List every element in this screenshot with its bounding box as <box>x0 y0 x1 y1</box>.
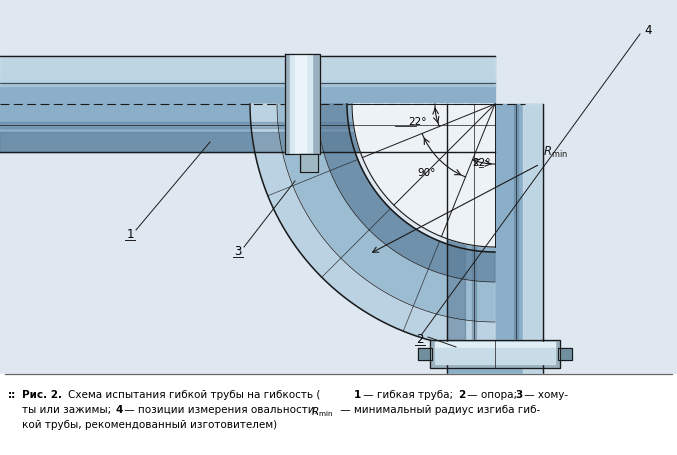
Polygon shape <box>0 374 677 455</box>
Text: $R_{\rm min}$: $R_{\rm min}$ <box>311 404 333 418</box>
Text: кой трубы, рекомендованный изготовителем): кой трубы, рекомендованный изготовителем… <box>22 419 277 429</box>
Text: 22°: 22° <box>408 116 427 126</box>
Text: Схема испытания гибкой трубы на гибкость (: Схема испытания гибкой трубы на гибкость… <box>68 389 320 399</box>
Text: 4: 4 <box>115 404 123 414</box>
Text: 2: 2 <box>416 333 424 346</box>
Polygon shape <box>435 342 555 348</box>
Text: — гибкая труба;: — гибкая труба; <box>360 389 456 399</box>
Text: 22°: 22° <box>472 157 491 167</box>
Text: 90°: 90° <box>418 168 436 178</box>
Text: ::: :: <box>8 389 16 399</box>
Polygon shape <box>317 105 495 283</box>
Polygon shape <box>0 81 495 87</box>
Text: 3: 3 <box>234 245 242 258</box>
Polygon shape <box>447 105 543 339</box>
Text: 3: 3 <box>515 389 522 399</box>
Text: $R_{\rm min}$: $R_{\rm min}$ <box>543 145 568 160</box>
Polygon shape <box>514 105 518 339</box>
Polygon shape <box>277 105 495 322</box>
Polygon shape <box>302 155 318 172</box>
Text: 1: 1 <box>126 228 134 241</box>
Polygon shape <box>430 340 560 368</box>
Polygon shape <box>435 348 555 364</box>
Text: — опора;: — опора; <box>464 389 521 399</box>
Polygon shape <box>0 123 495 129</box>
Polygon shape <box>300 155 318 172</box>
Polygon shape <box>447 105 465 339</box>
Polygon shape <box>352 105 495 248</box>
Polygon shape <box>290 55 312 155</box>
Polygon shape <box>523 105 543 339</box>
Polygon shape <box>295 55 306 155</box>
Polygon shape <box>0 133 495 153</box>
Polygon shape <box>285 55 320 155</box>
Polygon shape <box>472 105 476 339</box>
Polygon shape <box>250 105 495 349</box>
Polygon shape <box>523 360 543 379</box>
Text: — хому-: — хому- <box>521 389 568 399</box>
Text: 1: 1 <box>354 389 362 399</box>
Text: — позиции измерения овальности;: — позиции измерения овальности; <box>121 404 322 414</box>
Polygon shape <box>558 348 572 360</box>
Polygon shape <box>418 348 432 360</box>
Polygon shape <box>250 105 495 349</box>
Text: 4: 4 <box>645 24 652 36</box>
Text: — минимальный радиус изгиба гиб-: — минимальный радиус изгиба гиб- <box>337 404 540 414</box>
Polygon shape <box>0 57 495 153</box>
Text: ты или зажимы;: ты или зажимы; <box>22 404 114 414</box>
Polygon shape <box>0 57 495 82</box>
Polygon shape <box>447 360 543 379</box>
Text: Рис. 2.: Рис. 2. <box>22 389 62 399</box>
Text: 2: 2 <box>458 389 465 399</box>
